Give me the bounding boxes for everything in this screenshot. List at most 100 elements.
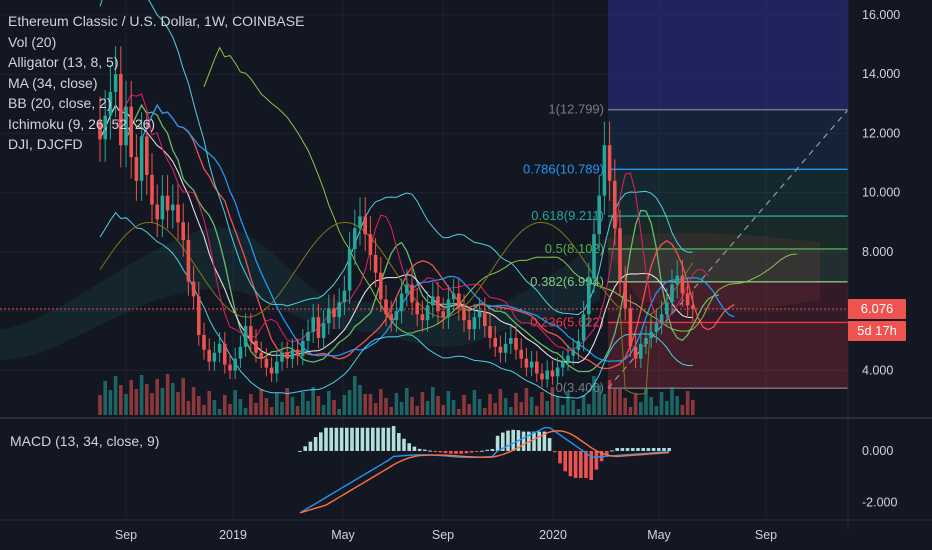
candle-body [207, 349, 211, 362]
candle-body [555, 367, 560, 377]
volume-bar [259, 389, 263, 415]
macd-histogram-bar [537, 431, 541, 451]
volume-bar [290, 397, 295, 415]
volume-bar [155, 379, 159, 415]
volume-bar [238, 399, 243, 415]
candle-body [290, 349, 295, 359]
candle-body [649, 332, 653, 338]
volume-bar [467, 404, 471, 415]
candle-body [202, 334, 206, 350]
volume-bar [212, 400, 217, 415]
price-tick-label: 14.000 [862, 67, 900, 81]
volume-bar [306, 401, 310, 415]
volume-bar [457, 409, 461, 415]
candle-body [592, 234, 596, 279]
candle-body [571, 349, 575, 356]
last-price-tag: 6.076 [848, 299, 906, 319]
candle-body [545, 370, 549, 380]
time-tick-label: May [647, 528, 671, 542]
candle-body [405, 284, 409, 294]
fibonacci-retracement[interactable]: 1(12.799) 0.786(10.789) 0.618(9.211) 0.5(8.… [523, 0, 849, 395]
volume-bar [311, 387, 315, 415]
volume-bar [561, 405, 565, 415]
macd-histogram-bar [360, 427, 365, 451]
symbol-title[interactable]: Ethereum Classic / U.S. Dollar, 1W, COIN… [8, 13, 305, 29]
candle-body [223, 343, 227, 365]
fib-level-label: 1(12.799) [548, 102, 604, 117]
candle-body [483, 311, 487, 327]
volume-bar [269, 407, 274, 415]
candle-body [228, 364, 232, 371]
time-tick-label: Sep [755, 528, 777, 542]
macd-histogram-bar [412, 446, 417, 451]
candle-body [233, 358, 237, 371]
candle-body [462, 308, 466, 321]
volume-bar [462, 395, 466, 415]
volume-bar [555, 396, 560, 415]
ichimoku-cloud [0, 227, 820, 360]
macd-histogram-bar [615, 448, 619, 451]
candle-body [238, 346, 243, 359]
volume-bar [633, 393, 638, 415]
candle-body [249, 326, 253, 341]
candle-body [644, 337, 648, 344]
candle-body [670, 284, 674, 303]
volume-bar [670, 387, 674, 415]
macd-histogram-bar [386, 427, 391, 451]
volume-bar [576, 409, 581, 415]
candle-body [243, 326, 248, 347]
volume-bar [98, 395, 102, 415]
fib-zone [608, 169, 848, 217]
volume-bar [509, 407, 513, 415]
candle-body [581, 314, 586, 341]
macd-histogram-bar [303, 446, 307, 451]
volume-bar [503, 398, 508, 415]
indicator-bb[interactable]: BB (20, close, 2) [8, 95, 112, 111]
volume-bar [691, 400, 695, 415]
macd-histogram-bar [558, 450, 562, 464]
indicator-ichimoku[interactable]: Ichimoku (9, 26, 52, 26) [8, 115, 156, 132]
indicator-alligator[interactable]: Alligator (13, 8, 5) [8, 54, 119, 70]
macd-histogram-bar [532, 431, 536, 451]
candle-body [98, 121, 102, 140]
candle-body [451, 293, 456, 300]
candle-body [540, 373, 544, 380]
volume-bar [399, 402, 404, 415]
macd-histogram-bar [443, 450, 448, 454]
macd-histogram-bar [589, 450, 593, 480]
candle-body [176, 204, 180, 223]
volume-bar [639, 402, 643, 415]
volume-bar [529, 397, 534, 415]
fib-zone [608, 322, 848, 389]
price-tick-label: 8.000 [862, 245, 893, 259]
macd-histogram-bar [490, 448, 495, 451]
macd-histogram-bar [469, 450, 474, 453]
macd-legend[interactable]: MACD (13, 34, close, 9) [10, 433, 160, 449]
volume-bar [171, 383, 175, 415]
macd-histogram-bar [662, 448, 666, 451]
indicator-ma[interactable]: MA (34, close) [8, 74, 98, 91]
volume-bar [488, 394, 492, 415]
volume-bar [181, 378, 185, 415]
macd-histogram-bar [620, 448, 625, 451]
volume-bar [337, 409, 341, 415]
candle-body [285, 352, 289, 359]
fib-level-label: 0.382(6.994) [530, 274, 604, 289]
fib-level-label: 0.236(5.622) [530, 314, 604, 329]
volume-bar [618, 389, 622, 415]
macd-histogram-bar [667, 448, 671, 451]
macd-histogram-bar [625, 448, 630, 451]
volume-bar [613, 389, 617, 415]
volume-bar [665, 401, 669, 415]
volume-bar [332, 400, 336, 415]
volume-bar [389, 407, 393, 415]
fib-zone-top [608, 0, 848, 110]
macd-histogram-bar [511, 429, 515, 451]
volume-bar [566, 391, 570, 415]
indicator-vol[interactable]: Vol (20) [8, 33, 57, 50]
candle-body [347, 249, 352, 291]
macd-histogram-bar [355, 427, 359, 451]
indicator-dji[interactable]: DJI, DJCFD [8, 136, 83, 152]
candle-body [259, 352, 263, 359]
